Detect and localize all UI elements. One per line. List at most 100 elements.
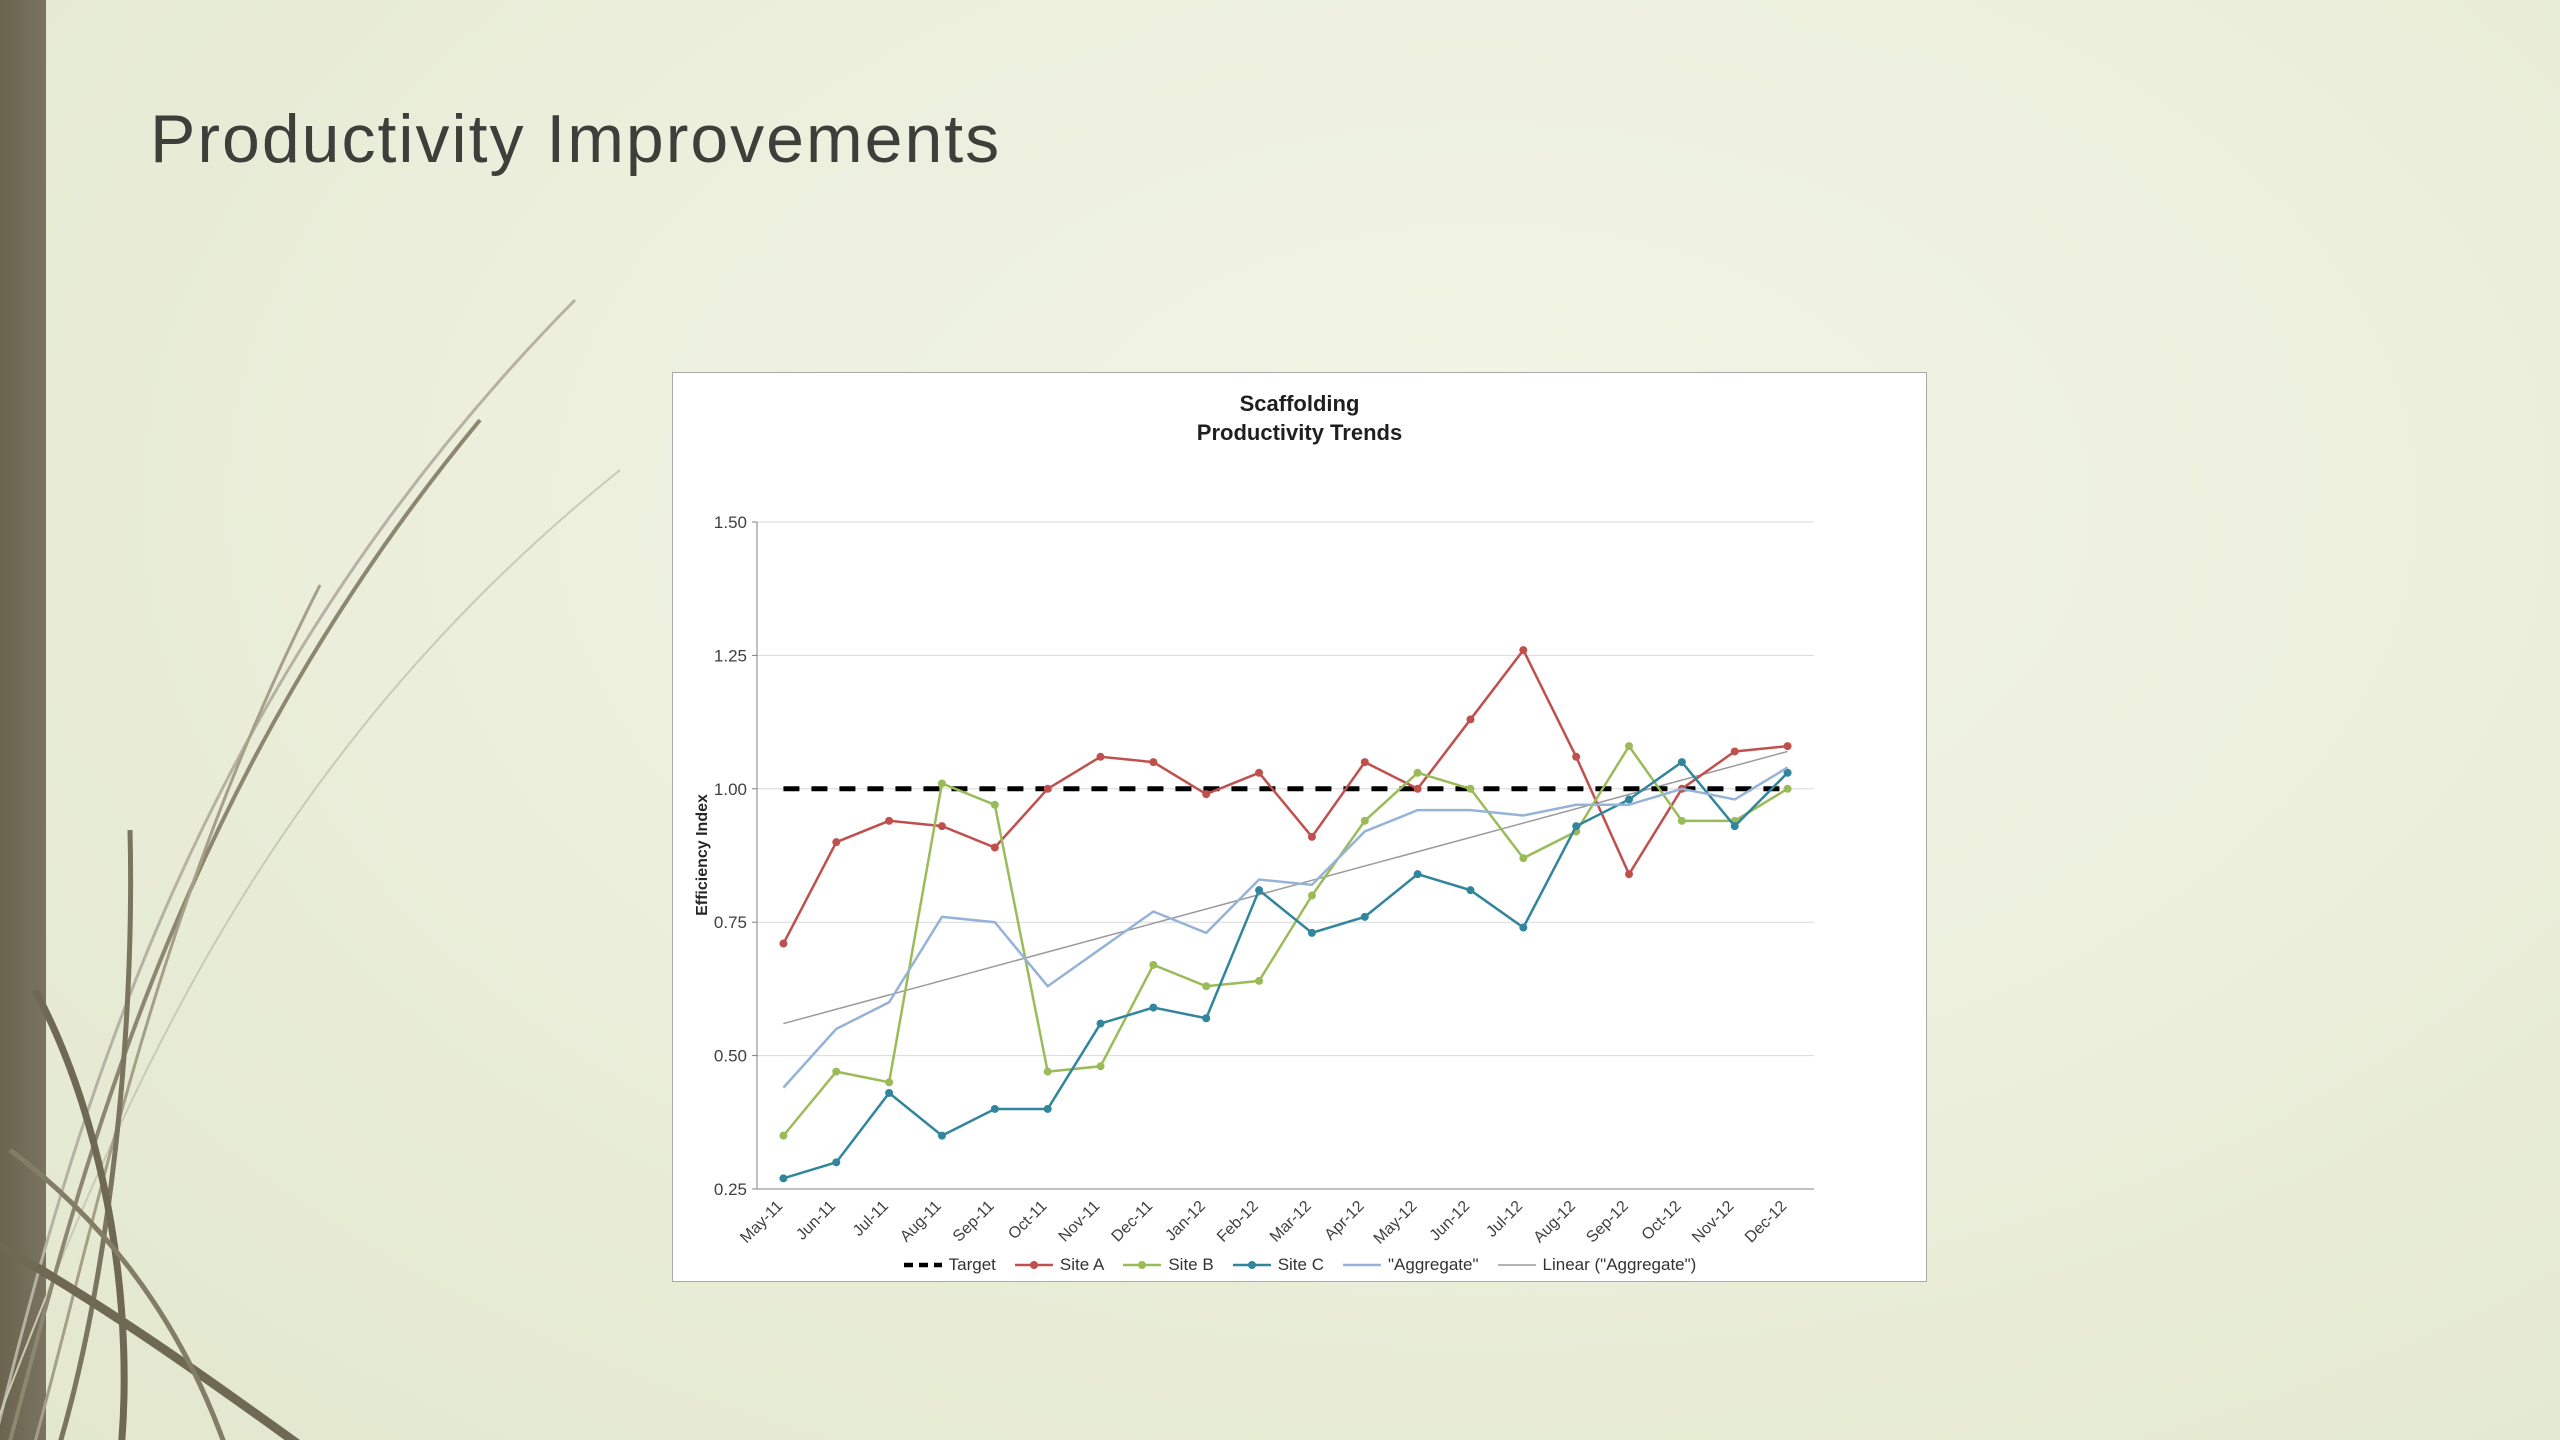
slide-title: Productivity Improvements (150, 101, 1002, 177)
legend-swatch (1014, 1261, 1053, 1269)
x-tick-label: May-11 (737, 1198, 786, 1247)
legend-swatch (903, 1262, 942, 1268)
series-marker (832, 1067, 841, 1076)
y-tick-label: 1.00 (714, 780, 747, 799)
legend-label: Linear ("Aggregate") (1542, 1255, 1697, 1274)
legend-label: "Aggregate" (1387, 1255, 1479, 1274)
series-marker (1466, 784, 1475, 793)
x-tick-label: Nov-11 (1056, 1198, 1104, 1246)
legend-label: Target (948, 1255, 996, 1274)
legend-item: "Aggregate" (1342, 1255, 1479, 1275)
series-marker (1413, 870, 1422, 879)
series-marker (779, 1131, 788, 1140)
chart-title: Scaffolding Productivity Trends (673, 389, 1926, 447)
series-marker (990, 1104, 999, 1113)
series-marker (885, 1088, 894, 1097)
series-marker (1096, 752, 1105, 761)
x-tick-label: Dec-12 (1742, 1198, 1791, 1247)
x-tick-label: Jun-12 (1427, 1198, 1474, 1245)
series-marker (1255, 886, 1264, 895)
y-tick-label: 1.25 (714, 646, 747, 665)
y-tick-label: 0.25 (714, 1180, 747, 1199)
legend-item: Site C (1232, 1255, 1324, 1275)
series-marker (1519, 854, 1528, 863)
series-marker (1202, 1014, 1211, 1023)
legend-item: Site B (1122, 1255, 1214, 1275)
series-marker (937, 1131, 946, 1140)
legend-item: Site A (1014, 1255, 1104, 1275)
x-tick-label: Dec-11 (1109, 1198, 1157, 1246)
legend-swatch (1497, 1264, 1536, 1266)
chart-title-line2: Productivity Trends (1196, 420, 1403, 445)
legend-label: Site A (1059, 1255, 1105, 1274)
left-accent-bar (0, 0, 46, 1440)
series-marker (1677, 816, 1686, 825)
series-line (782, 743, 1789, 1137)
y-tick-label: 0.50 (714, 1047, 747, 1066)
x-tick-label: Sep-11 (950, 1198, 998, 1246)
series-marker (885, 816, 894, 825)
series-marker (1096, 1062, 1105, 1071)
series-marker (1625, 795, 1634, 804)
series-marker (1202, 982, 1211, 991)
legend-swatch (1232, 1261, 1271, 1269)
x-tick-label: Jul-12 (1483, 1198, 1526, 1241)
x-tick-label: Oct-12 (1639, 1198, 1685, 1244)
series-marker (1149, 758, 1158, 767)
series-marker (1360, 912, 1369, 921)
series-marker (1307, 832, 1316, 841)
series-marker (1519, 923, 1528, 932)
legend-swatch (1342, 1263, 1381, 1267)
x-tick-label: Jul-11 (850, 1198, 892, 1240)
series-marker (1307, 928, 1316, 937)
series-marker (1783, 768, 1792, 777)
x-tick-label: Aug-11 (897, 1198, 945, 1246)
series-marker (1202, 790, 1211, 799)
x-tick-label: Nov-12 (1689, 1198, 1738, 1247)
legend-swatch (1123, 1261, 1162, 1269)
legend-item: Target (903, 1255, 996, 1275)
x-tick-label: Oct-11 (1005, 1198, 1050, 1243)
x-tick-label: Apr-12 (1322, 1198, 1368, 1244)
series-marker (1413, 768, 1422, 777)
series-marker (885, 1078, 894, 1087)
series-marker (990, 843, 999, 852)
series-marker (1255, 976, 1264, 985)
y-tick-label: 0.75 (714, 913, 747, 932)
x-tick-label: Feb-12 (1214, 1198, 1262, 1246)
decorative-swirls-graphic (0, 298, 621, 1440)
chart-panel: Scaffolding Productivity Trends Efficien… (672, 372, 1927, 1282)
series-marker (1360, 816, 1369, 825)
chart-title-line1: Scaffolding (1239, 391, 1360, 416)
x-tick-label: Sep-12 (1583, 1198, 1632, 1247)
series-marker (937, 822, 946, 831)
series-marker (1307, 891, 1316, 900)
series-marker (1730, 747, 1739, 756)
series-marker (1466, 715, 1475, 724)
series-marker (1149, 960, 1158, 969)
series-marker (1043, 1104, 1052, 1113)
series-line (782, 647, 1788, 945)
series-marker (1096, 1019, 1105, 1028)
legend-item: Linear ("Aggregate") (1497, 1255, 1697, 1275)
x-tick-label: Mar-12 (1267, 1198, 1315, 1246)
series-marker (1519, 646, 1528, 655)
series-marker (1625, 742, 1634, 751)
chart-legend: Target Site A Site B Site C "Aggregate" Linea… (673, 1255, 1926, 1275)
series-line (782, 766, 1789, 1089)
series-marker (1149, 1003, 1158, 1012)
y-tick-label: 1.50 (714, 513, 747, 532)
x-tick-label: May-12 (1371, 1198, 1421, 1248)
series-marker (1572, 752, 1581, 761)
x-tick-label: Aug-12 (1531, 1198, 1580, 1247)
series-marker (832, 1158, 841, 1167)
x-tick-label: Jun-11 (793, 1198, 839, 1244)
series-marker (937, 779, 946, 788)
x-tick-label: Jan-12 (1162, 1198, 1209, 1245)
series-marker (1413, 784, 1422, 793)
legend-label: Site C (1277, 1255, 1324, 1274)
series-marker (1043, 1067, 1052, 1076)
series-marker (1572, 822, 1581, 831)
series-marker (1677, 758, 1686, 767)
